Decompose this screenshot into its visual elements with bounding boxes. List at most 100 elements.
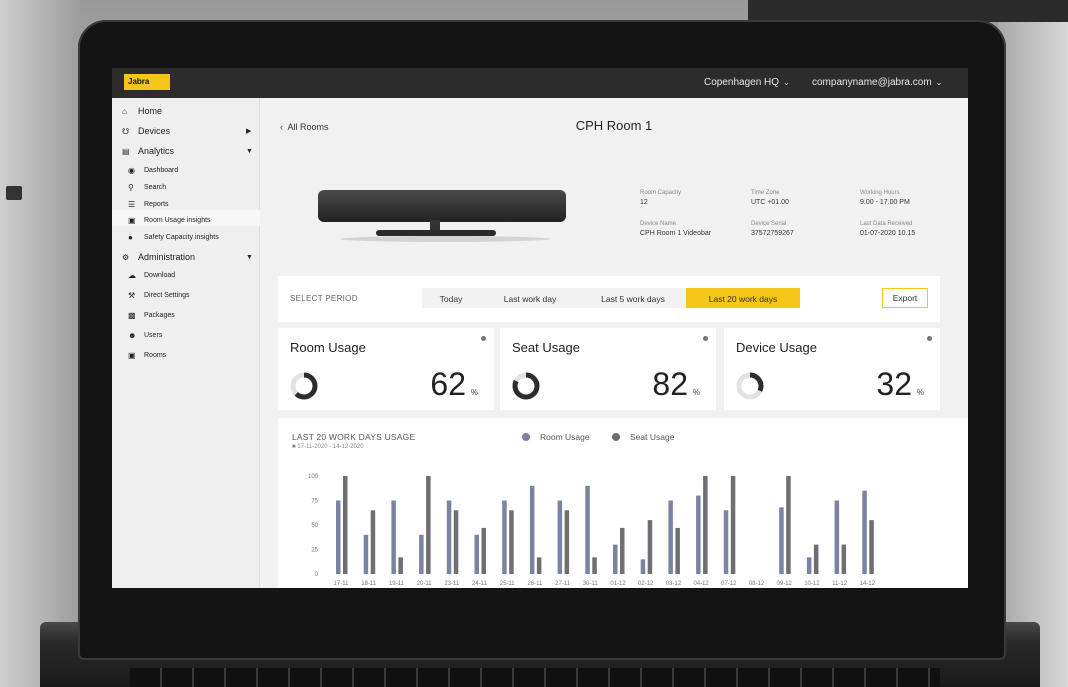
bar-room-usage[interactable] bbox=[834, 500, 840, 575]
sidebar-item-room-usage-insights[interactable]: ▣ Room Usage insights bbox=[128, 216, 211, 225]
bar-seat-usage[interactable] bbox=[730, 476, 736, 574]
bar-room-usage[interactable] bbox=[391, 500, 396, 575]
info-icon[interactable] bbox=[927, 336, 932, 341]
sidebar-item-label: Packages bbox=[144, 312, 175, 319]
legend-label: Seat Usage bbox=[630, 432, 675, 442]
legend-seat-usage[interactable]: Seat Usage bbox=[612, 432, 674, 442]
background-wall bbox=[0, 0, 80, 687]
bar-seat-usage[interactable] bbox=[620, 527, 625, 574]
bar-seat-usage[interactable] bbox=[869, 520, 874, 574]
bar-seat-usage[interactable] bbox=[481, 527, 487, 574]
bar-room-usage[interactable] bbox=[474, 534, 480, 574]
bar-seat-usage[interactable] bbox=[592, 557, 597, 574]
metric-unit: % bbox=[916, 388, 924, 397]
bar-seat-usage[interactable] bbox=[343, 476, 348, 574]
bar-room-usage[interactable] bbox=[336, 500, 341, 575]
tab-last-20-work-days[interactable]: Last 20 work days bbox=[686, 288, 800, 308]
room-usage-donut bbox=[290, 372, 318, 400]
cloud-download-icon: ☁ bbox=[128, 271, 136, 280]
y-tick-label: 0 bbox=[315, 572, 319, 578]
sidebar-item-direct-settings[interactable]: ⚒ Direct Settings bbox=[128, 291, 190, 300]
bar-room-usage[interactable] bbox=[585, 485, 590, 574]
bar-seat-usage[interactable] bbox=[675, 527, 680, 574]
period-label: SELECT PERIOD bbox=[290, 294, 358, 303]
bar-seat-usage[interactable] bbox=[536, 557, 542, 574]
bar-seat-usage[interactable] bbox=[398, 557, 403, 574]
back-label: All Rooms bbox=[287, 122, 329, 132]
bar-chart-icon: ▤ bbox=[122, 146, 130, 156]
tab-today[interactable]: Today bbox=[422, 288, 480, 308]
bar-room-usage[interactable] bbox=[502, 500, 507, 575]
bar-seat-usage[interactable] bbox=[564, 510, 570, 574]
bar-room-usage[interactable] bbox=[806, 557, 812, 574]
x-tick-label: 08-12 bbox=[749, 581, 765, 587]
bar-room-usage[interactable] bbox=[613, 544, 618, 574]
site-selector[interactable]: Copenhagen HQ ⌄ bbox=[704, 77, 790, 88]
bar-seat-usage[interactable] bbox=[453, 510, 459, 574]
bar-room-usage[interactable] bbox=[529, 485, 535, 574]
metric-value: 32 bbox=[876, 366, 912, 402]
field-value: 12 bbox=[640, 199, 648, 206]
room-icon: ▣ bbox=[128, 351, 136, 360]
bar-room-usage[interactable] bbox=[779, 507, 784, 574]
bar-seat-usage[interactable] bbox=[813, 544, 819, 574]
x-tick-label: 02-12 bbox=[638, 581, 654, 587]
x-tick-label: 10-12 bbox=[804, 581, 820, 587]
sidebar-item-safety-capacity-insights[interactable]: ● Safety Capacity insights bbox=[128, 233, 219, 242]
sidebar-item-label: Dashboard bbox=[144, 167, 179, 174]
working-hours-field: Working Hours 9.00 - 17.00 PM bbox=[860, 190, 910, 206]
bar-room-usage[interactable] bbox=[668, 500, 673, 575]
sidebar-item-download[interactable]: ☁ Download bbox=[128, 271, 175, 280]
sidebar-item-label: Search bbox=[144, 184, 167, 191]
bar-seat-usage[interactable] bbox=[370, 510, 376, 574]
videobar-shadow bbox=[340, 236, 550, 242]
sidebar-item-search[interactable]: ⚲ Search bbox=[128, 183, 166, 192]
info-icon[interactable] bbox=[481, 336, 486, 341]
bar-room-usage[interactable] bbox=[446, 500, 452, 575]
sidebar-item-dashboard[interactable]: ◉ Dashboard bbox=[128, 166, 178, 175]
x-tick-label: 20-11 bbox=[417, 581, 433, 587]
last-data-received-field: Last Data Received 01-07-2020 10.15 bbox=[860, 221, 915, 237]
bar-room-usage[interactable] bbox=[557, 500, 563, 575]
export-button[interactable]: Export bbox=[882, 288, 928, 308]
x-tick-label: 26-11 bbox=[527, 581, 543, 587]
bar-seat-usage[interactable] bbox=[841, 544, 847, 574]
sidebar-item-reports[interactable]: ☰ Reports bbox=[128, 200, 169, 209]
tab-last-work-day[interactable]: Last work day bbox=[480, 288, 580, 308]
sidebar-item-rooms[interactable]: ▣ Rooms bbox=[128, 351, 166, 360]
bar-seat-usage[interactable] bbox=[647, 520, 653, 574]
field-label: Last Data Received bbox=[860, 221, 913, 227]
jabra-logo[interactable]: Jabra bbox=[124, 74, 170, 90]
bar-room-usage[interactable] bbox=[640, 559, 646, 574]
bar-seat-usage[interactable] bbox=[426, 476, 431, 574]
bar-room-usage[interactable] bbox=[419, 534, 424, 574]
info-icon[interactable] bbox=[703, 336, 708, 341]
account-menu[interactable]: companyname@jabra.com ⌄ bbox=[812, 77, 942, 88]
back-to-all-rooms-link[interactable]: ‹ All Rooms bbox=[280, 122, 329, 132]
usage-chart-card: LAST 20 WORK DAYS USAGE ■ 17-11-2020 - 1… bbox=[278, 418, 968, 588]
legend-room-usage[interactable]: Room Usage bbox=[522, 432, 590, 442]
sidebar-item-home[interactable]: ⌂ Home bbox=[122, 106, 162, 116]
bar-room-usage[interactable] bbox=[862, 490, 867, 574]
bar-room-usage[interactable] bbox=[363, 534, 369, 574]
bar-room-usage[interactable] bbox=[696, 495, 701, 574]
sidebar-item-label: Users bbox=[144, 332, 163, 339]
x-tick-label: 24-11 bbox=[472, 581, 488, 587]
bar-seat-usage[interactable] bbox=[703, 476, 708, 574]
bar-room-usage[interactable] bbox=[723, 510, 729, 574]
sidebar-item-label: Safety Capacity insights bbox=[144, 234, 219, 241]
tab-last-5-work-days[interactable]: Last 5 work days bbox=[580, 288, 686, 308]
sidebar-item-packages[interactable]: ▩ Packages bbox=[128, 311, 175, 320]
headset-icon: ☋ bbox=[122, 126, 130, 136]
sidebar-item-analytics[interactable]: ▤ Analytics ▼ bbox=[122, 146, 253, 156]
sidebar-item-devices[interactable]: ☋ Devices ▶ bbox=[122, 126, 251, 136]
bar-seat-usage[interactable] bbox=[786, 476, 791, 574]
field-value: UTC +01.00 bbox=[751, 199, 789, 206]
field-label: Time Zone bbox=[751, 190, 780, 196]
x-tick-label: 30-11 bbox=[583, 581, 599, 587]
sidebar-item-administration[interactable]: ⚙ Administration ▼ bbox=[122, 252, 253, 262]
bar-seat-usage[interactable] bbox=[509, 510, 514, 574]
metric-unit: % bbox=[692, 388, 700, 397]
chart-date-range: ■ 17-11-2020 - 14-12-2020 bbox=[292, 444, 364, 450]
sidebar-item-users[interactable]: ☻ Users bbox=[128, 331, 162, 340]
